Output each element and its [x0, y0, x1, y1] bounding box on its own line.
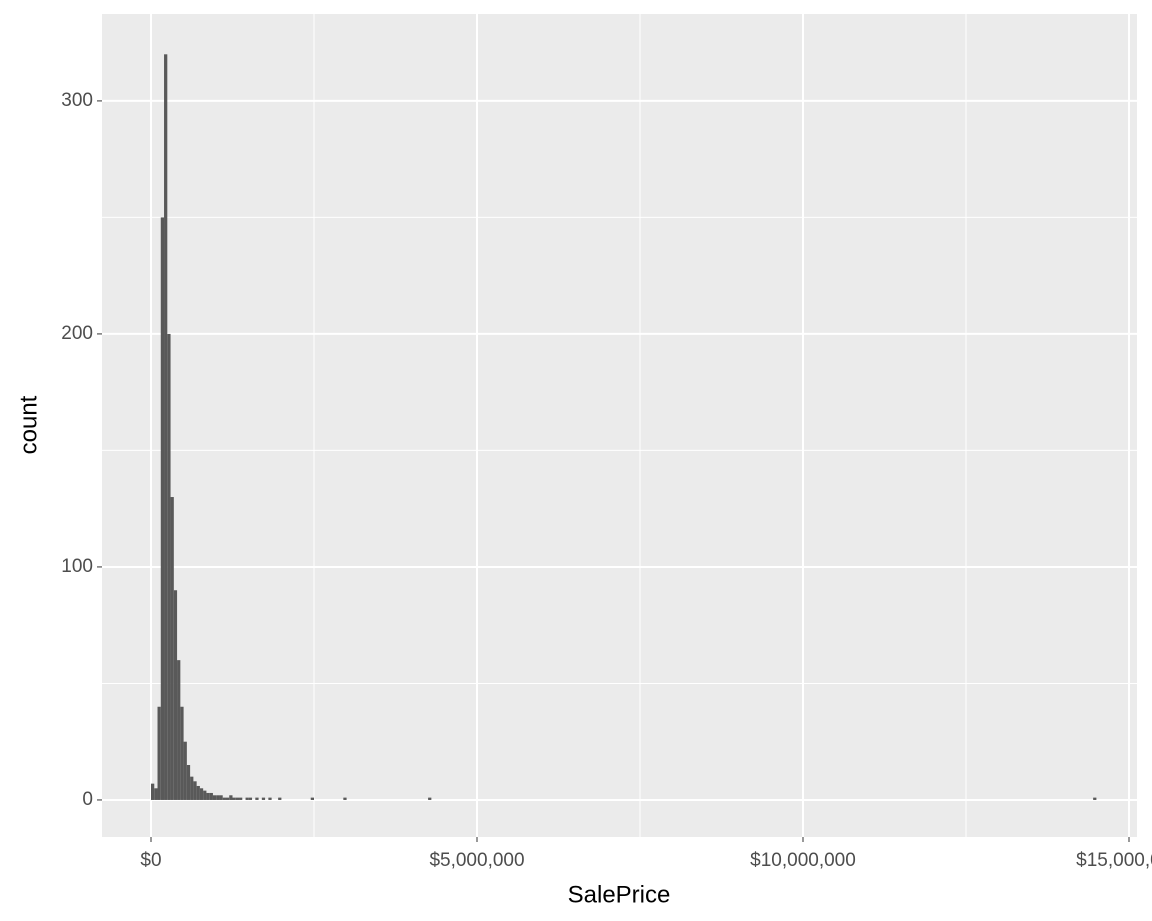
bar [343, 797, 347, 800]
y-tick-label: 300 [61, 90, 93, 111]
bar [261, 797, 266, 800]
x-tick-label: $10,000,000 [750, 850, 856, 871]
bar [219, 795, 223, 800]
bar [203, 790, 207, 800]
y-tick-label: 0 [82, 789, 93, 810]
bar [239, 797, 243, 800]
bar [428, 797, 432, 800]
bar [157, 706, 161, 800]
bar [212, 795, 217, 800]
panel [102, 14, 1137, 837]
bar [151, 783, 155, 800]
bar [170, 497, 174, 800]
bar [173, 590, 178, 800]
bar [248, 797, 253, 800]
bar [180, 706, 184, 800]
bar [186, 764, 191, 800]
bar [183, 741, 187, 800]
bar [154, 788, 158, 800]
bar [245, 797, 249, 800]
bar [222, 797, 226, 800]
bar [199, 788, 204, 800]
bar [310, 797, 315, 800]
bar [1093, 797, 1097, 800]
bar [196, 785, 200, 800]
x-tick-label: $0 [140, 850, 161, 871]
bar [164, 54, 168, 800]
bar [235, 797, 240, 800]
bar [206, 792, 210, 800]
bar [268, 797, 272, 800]
bar [278, 797, 282, 800]
bar [209, 792, 213, 800]
bar [216, 795, 220, 800]
y-axis-title: count [15, 395, 42, 454]
y-tick-label: 200 [61, 323, 93, 344]
bar [190, 776, 194, 800]
bar [167, 333, 171, 800]
bar [232, 797, 236, 800]
x-axis-title: SalePrice [568, 881, 671, 908]
bar [160, 217, 165, 800]
y-tick-label: 100 [61, 556, 93, 577]
bar [193, 781, 197, 800]
x-tick-label: $5,000,000 [429, 850, 524, 871]
bar [177, 660, 181, 800]
bar [255, 797, 259, 800]
bar [225, 797, 230, 800]
x-tick-label: $15,000,000 [1076, 850, 1152, 871]
bar [229, 795, 233, 800]
